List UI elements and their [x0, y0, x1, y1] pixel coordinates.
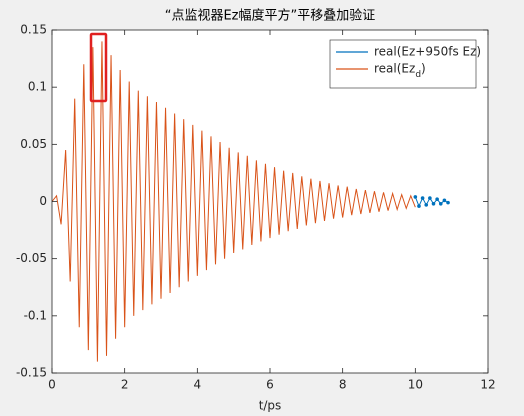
series-marker [442, 198, 447, 203]
series-marker [435, 197, 439, 202]
series-marker [417, 204, 421, 208]
series-marker [438, 201, 443, 206]
series-marker [413, 195, 418, 199]
x-axis-label: t/ps [259, 399, 282, 413]
x-tick-label: 12 [480, 378, 495, 392]
x-tick-label: 0 [48, 378, 56, 392]
y-tick-label: 0.15 [20, 23, 47, 37]
y-tick-label: 0 [39, 194, 47, 208]
x-tick-label: 10 [408, 378, 423, 392]
legend-label: real(Ez+950fs Ez) [374, 45, 481, 59]
series-marker [420, 196, 425, 200]
highlight-box [89, 32, 108, 103]
y-tick-label: -0.05 [16, 251, 47, 265]
y-tick-label: -0.15 [16, 366, 47, 380]
plot [51, 41, 450, 362]
x-tick-label: 4 [194, 378, 202, 392]
series-line [414, 196, 449, 208]
legend-label: real(Ezd) [374, 62, 426, 80]
series-line [51, 41, 416, 362]
x-tick-label: 6 [266, 378, 274, 392]
series-marker [428, 196, 432, 200]
y-tick-label: 0.1 [28, 80, 47, 94]
y-tick-label: 0.05 [20, 137, 47, 151]
x-tick-label: 2 [121, 378, 129, 392]
series-marker [446, 200, 450, 205]
x-tick-label: 8 [339, 378, 347, 392]
chart-title: “点监视器Ez幅度平方”平移叠加验证 [165, 8, 376, 24]
y-tick-label: -0.1 [24, 308, 47, 322]
legend-box [329, 39, 477, 89]
series-marker [431, 201, 436, 206]
series-marker [424, 203, 429, 207]
